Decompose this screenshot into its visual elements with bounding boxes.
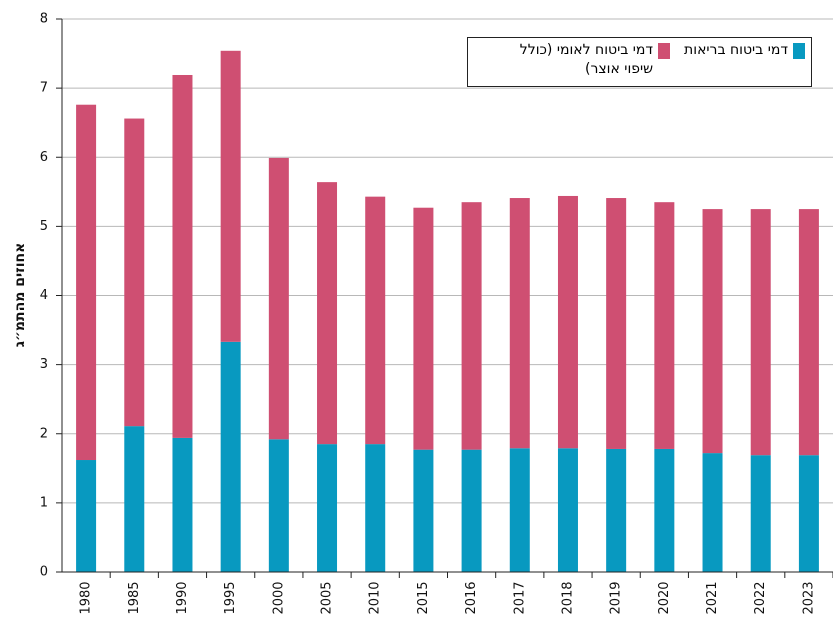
bar (76, 104, 97, 461)
x-tick-label: 2022 (753, 581, 768, 614)
y-axis-label: אחוזים מהתמ״ג (12, 243, 28, 348)
bar (461, 449, 482, 572)
y-tick-label: 7 (40, 81, 48, 96)
bar (220, 50, 241, 342)
bar (606, 198, 627, 449)
legend-label: דמי ביטוח לאומי (כולל שיפוי אוצר) (519, 42, 654, 77)
bar (509, 448, 530, 572)
bar (509, 198, 530, 449)
bar (268, 439, 289, 572)
bar (172, 74, 193, 438)
bar (750, 455, 771, 572)
x-tick-label: 2019 (609, 581, 624, 614)
y-tick-label: 8 (40, 12, 48, 27)
bar (557, 448, 578, 572)
x-tick-label: 2016 (464, 581, 479, 614)
bar (413, 207, 434, 450)
bar (750, 209, 771, 456)
x-tick-label: 1995 (223, 581, 238, 614)
bar (654, 202, 675, 449)
legend-swatch (793, 43, 805, 59)
bar (76, 460, 97, 572)
x-tick-label: 2018 (560, 581, 575, 614)
legend-label: דמי ביטוח בריאות (684, 42, 788, 58)
bar (413, 449, 434, 572)
y-tick-label: 0 (40, 565, 48, 580)
y-tick-label: 3 (40, 357, 48, 372)
legend-item: דמי ביטוח בריאות (684, 41, 805, 60)
x-tick-label: 1980 (79, 581, 94, 614)
bar (461, 202, 482, 450)
bar (365, 444, 386, 572)
bar (606, 448, 627, 572)
bar (124, 426, 145, 572)
bar (557, 195, 578, 449)
x-tick-label: 2005 (320, 581, 335, 614)
x-tick-label: 2023 (801, 581, 816, 614)
y-tick-label: 1 (40, 495, 48, 510)
x-tick-label: 2021 (705, 581, 720, 614)
bar (798, 209, 819, 456)
bar (268, 157, 289, 440)
bar (124, 118, 145, 427)
y-tick-label: 4 (40, 288, 48, 303)
legend: דמי ביטוח בריאות דמי ביטוח לאומי (כולל שי… (467, 37, 812, 87)
bar (702, 209, 723, 454)
x-tick-label: 2010 (368, 581, 383, 614)
x-tick-label: 2015 (416, 581, 431, 614)
bar (798, 455, 819, 572)
bar (172, 437, 193, 572)
x-tick-label: 1985 (127, 581, 142, 614)
bar (654, 448, 675, 572)
y-tick-label: 6 (40, 150, 48, 165)
bar (365, 196, 386, 445)
legend-item: דמי ביטוח לאומי (כולל שיפוי אוצר) (518, 41, 671, 79)
x-tick-label: 1990 (175, 581, 190, 614)
x-tick-label: 2020 (657, 581, 672, 614)
x-tick-label: 2017 (512, 581, 527, 614)
x-tick-label: 2000 (271, 581, 286, 614)
legend-swatch (658, 43, 671, 59)
bar (220, 341, 241, 572)
bar (702, 453, 723, 572)
bar (317, 444, 338, 572)
y-tick-label: 2 (40, 426, 48, 441)
y-tick-label: 5 (40, 219, 48, 234)
bar (317, 182, 338, 445)
